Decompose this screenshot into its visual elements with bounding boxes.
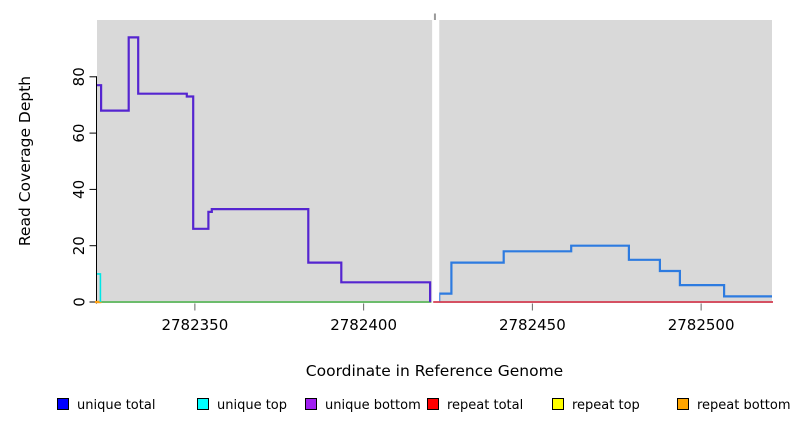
legend-swatch-unique-top [197,398,209,410]
svg-text:2782500: 2782500 [668,316,735,334]
legend-swatch-repeat-bottom [677,398,689,410]
legend-label: repeat top [572,398,640,413]
legend-swatch-unique-total [57,398,69,410]
legend-item: unique top [197,398,287,413]
svg-text:2782350: 2782350 [161,316,228,334]
legend-swatch-repeat-total [427,398,439,410]
svg-text:20: 20 [70,236,88,255]
legend-swatch-unique-bottom [305,398,317,410]
svg-text:80: 80 [70,67,88,86]
legend-label: unique total [77,398,156,413]
svg-text:60: 60 [70,124,88,143]
legend-label: unique top [217,398,288,413]
legend-item: unique total [57,398,155,413]
legend-label: repeat bottom [697,398,791,413]
legend-swatch-repeat-top [552,398,564,410]
svg-text:2782450: 2782450 [499,316,566,334]
svg-text:40: 40 [70,180,88,199]
legend-item: repeat bottom [677,398,791,413]
svg-text:0: 0 [70,297,88,307]
legend-item: repeat top [552,398,640,413]
legend-item: unique bottom [305,398,421,413]
svg-text:2782400: 2782400 [330,316,397,334]
legend-label: unique bottom [325,398,421,413]
y-axis-title: Read Coverage Depth [16,75,34,247]
legend-item: repeat total [427,398,523,413]
legend-label: repeat total [447,398,524,413]
legend: unique total unique top unique bottom re… [0,398,792,418]
x-axis-title: Coordinate in Reference Genome [305,362,564,380]
